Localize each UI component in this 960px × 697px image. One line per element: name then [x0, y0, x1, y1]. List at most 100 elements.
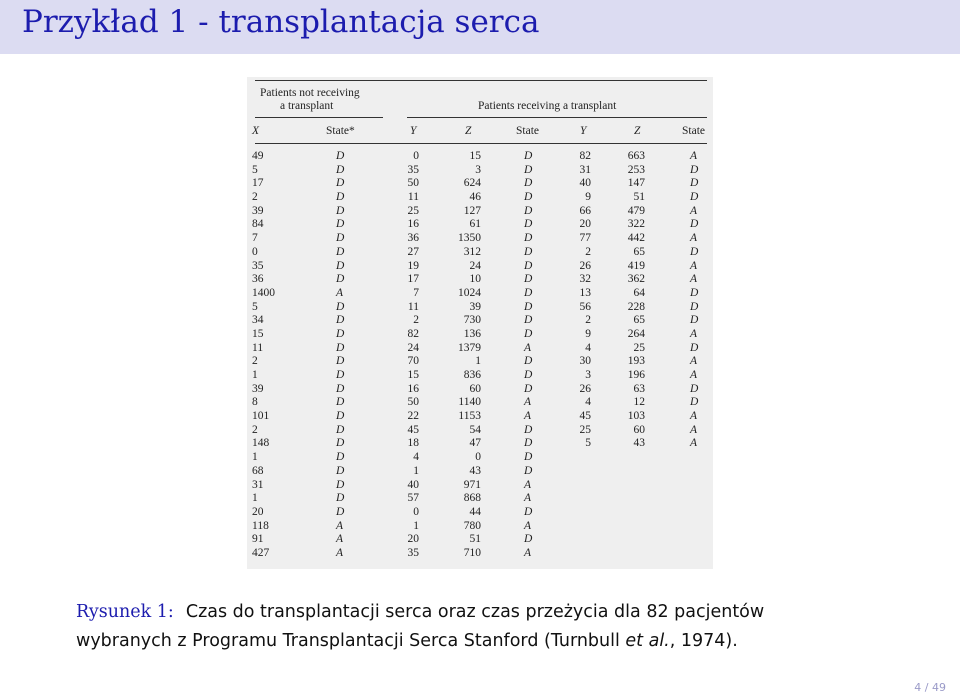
table-cell: 31 [252, 478, 264, 491]
table-cell: D [336, 437, 345, 450]
table-cell: 24 [407, 341, 420, 354]
table-cell: 32 [579, 273, 592, 286]
table-cell: 479 [627, 204, 645, 217]
table-cell: 0 [252, 245, 258, 258]
table-cell: 51 [633, 191, 646, 204]
table-cell: D [524, 327, 533, 340]
rule-top [255, 80, 707, 81]
table-cell: D [690, 245, 699, 258]
table-cell: D [524, 163, 533, 176]
table-cell: A [690, 437, 698, 450]
slide-title: Przykład 1 - transplantacja serca [22, 4, 540, 40]
table-cell: 1 [252, 369, 258, 381]
table-cell: 16 [407, 382, 420, 395]
table-cell: 362 [627, 273, 645, 286]
table-cell: 442 [627, 232, 645, 245]
table-cell: A [336, 519, 344, 532]
table-cell: D [524, 150, 533, 162]
table-cell: 1 [413, 519, 419, 532]
table-cell: 43 [469, 464, 482, 477]
table-cell: 101 [252, 410, 270, 423]
page-number: 4 / 49 [914, 681, 946, 694]
table-cell: D [524, 505, 533, 518]
table-cell: 26 [579, 259, 592, 272]
table-cell: D [336, 369, 345, 381]
table-cell: 25 [633, 341, 646, 354]
table-cell: 31 [579, 163, 592, 176]
table-cell: 39 [252, 204, 264, 217]
table-cell: D [336, 355, 345, 368]
table-cell: 15 [252, 327, 264, 340]
table-cell: 147 [627, 177, 645, 190]
table-cell: 84 [252, 218, 264, 231]
table-cell: 24 [469, 259, 482, 272]
table-cell: 624 [463, 177, 481, 190]
table-cell: D [524, 300, 533, 313]
table-cell: 419 [627, 259, 645, 272]
table-cell: 253 [627, 163, 645, 176]
table-cell: 427 [252, 546, 270, 559]
caption-label: Rysunek 1: [76, 602, 174, 622]
table-cell: D [524, 314, 533, 327]
table-cell: 1379 [458, 341, 481, 354]
table-cell: A [690, 355, 698, 368]
table-cell: A [524, 341, 532, 354]
table-cell: 11 [407, 300, 419, 313]
table-cell: 51 [469, 533, 482, 546]
table-cell: 228 [627, 300, 645, 313]
table-cell: 19 [407, 259, 420, 272]
table-cell: 64 [633, 286, 646, 299]
table-cell: 118 [252, 519, 269, 532]
table-cell: D [336, 464, 345, 477]
table-cell: 5 [252, 300, 258, 313]
table-cell: D [524, 204, 533, 217]
table-cell: 9 [585, 191, 591, 204]
table-cell: 1153 [458, 410, 481, 423]
table-cell: A [524, 478, 532, 491]
table-cell: 15 [469, 150, 482, 162]
table-cell: 30 [579, 355, 592, 368]
caption-etal: et al. [625, 631, 670, 651]
table-cell: 65 [633, 245, 646, 258]
table-cell: 5 [585, 437, 591, 450]
table-cell: 0 [413, 505, 419, 518]
table-cell: 17 [407, 273, 420, 286]
table-cell: 70 [407, 355, 420, 368]
table-cell: 780 [463, 519, 481, 532]
col-header-y2: Y [580, 125, 587, 137]
rule-header [255, 143, 707, 144]
table-cell: 47 [469, 437, 482, 450]
table-cell: D [524, 451, 533, 464]
table-cell: 136 [463, 327, 481, 340]
col-z2: 663 253 147 51 479 322 442 65 419 362 64 228 65 264 25… [610, 150, 645, 451]
table-cell: A [690, 150, 698, 162]
table-cell: 91 [252, 533, 264, 546]
table-cell: 35 [407, 163, 420, 176]
table-cell: D [336, 314, 345, 327]
table-cell: A [690, 273, 698, 286]
table-cell: D [336, 177, 345, 190]
caption-text-2: wybranych z Programu Transplantacji Serc… [76, 631, 626, 651]
table-cell: 730 [463, 314, 481, 327]
table-cell: D [524, 259, 533, 272]
table-cell: D [336, 478, 345, 491]
table-cell: 12 [633, 396, 646, 409]
table-cell: 26 [579, 382, 592, 395]
table-cell: 56 [579, 300, 592, 313]
table-cell: D [690, 177, 699, 190]
table-cell: 2 [585, 245, 591, 258]
table-cell: D [524, 177, 533, 190]
table-cell: 10 [469, 273, 482, 286]
table-cell: A [690, 232, 698, 245]
table-cell: 49 [252, 150, 264, 162]
table-cell: 60 [633, 423, 646, 436]
table-cell: D [690, 396, 699, 409]
table-cell: 16 [407, 218, 420, 231]
table-cell: 11 [252, 341, 264, 354]
table-cell: 663 [627, 150, 645, 162]
table-cell: 36 [407, 232, 420, 245]
col-header-state2: State [682, 125, 705, 137]
col-header-z1: Z [465, 125, 472, 137]
